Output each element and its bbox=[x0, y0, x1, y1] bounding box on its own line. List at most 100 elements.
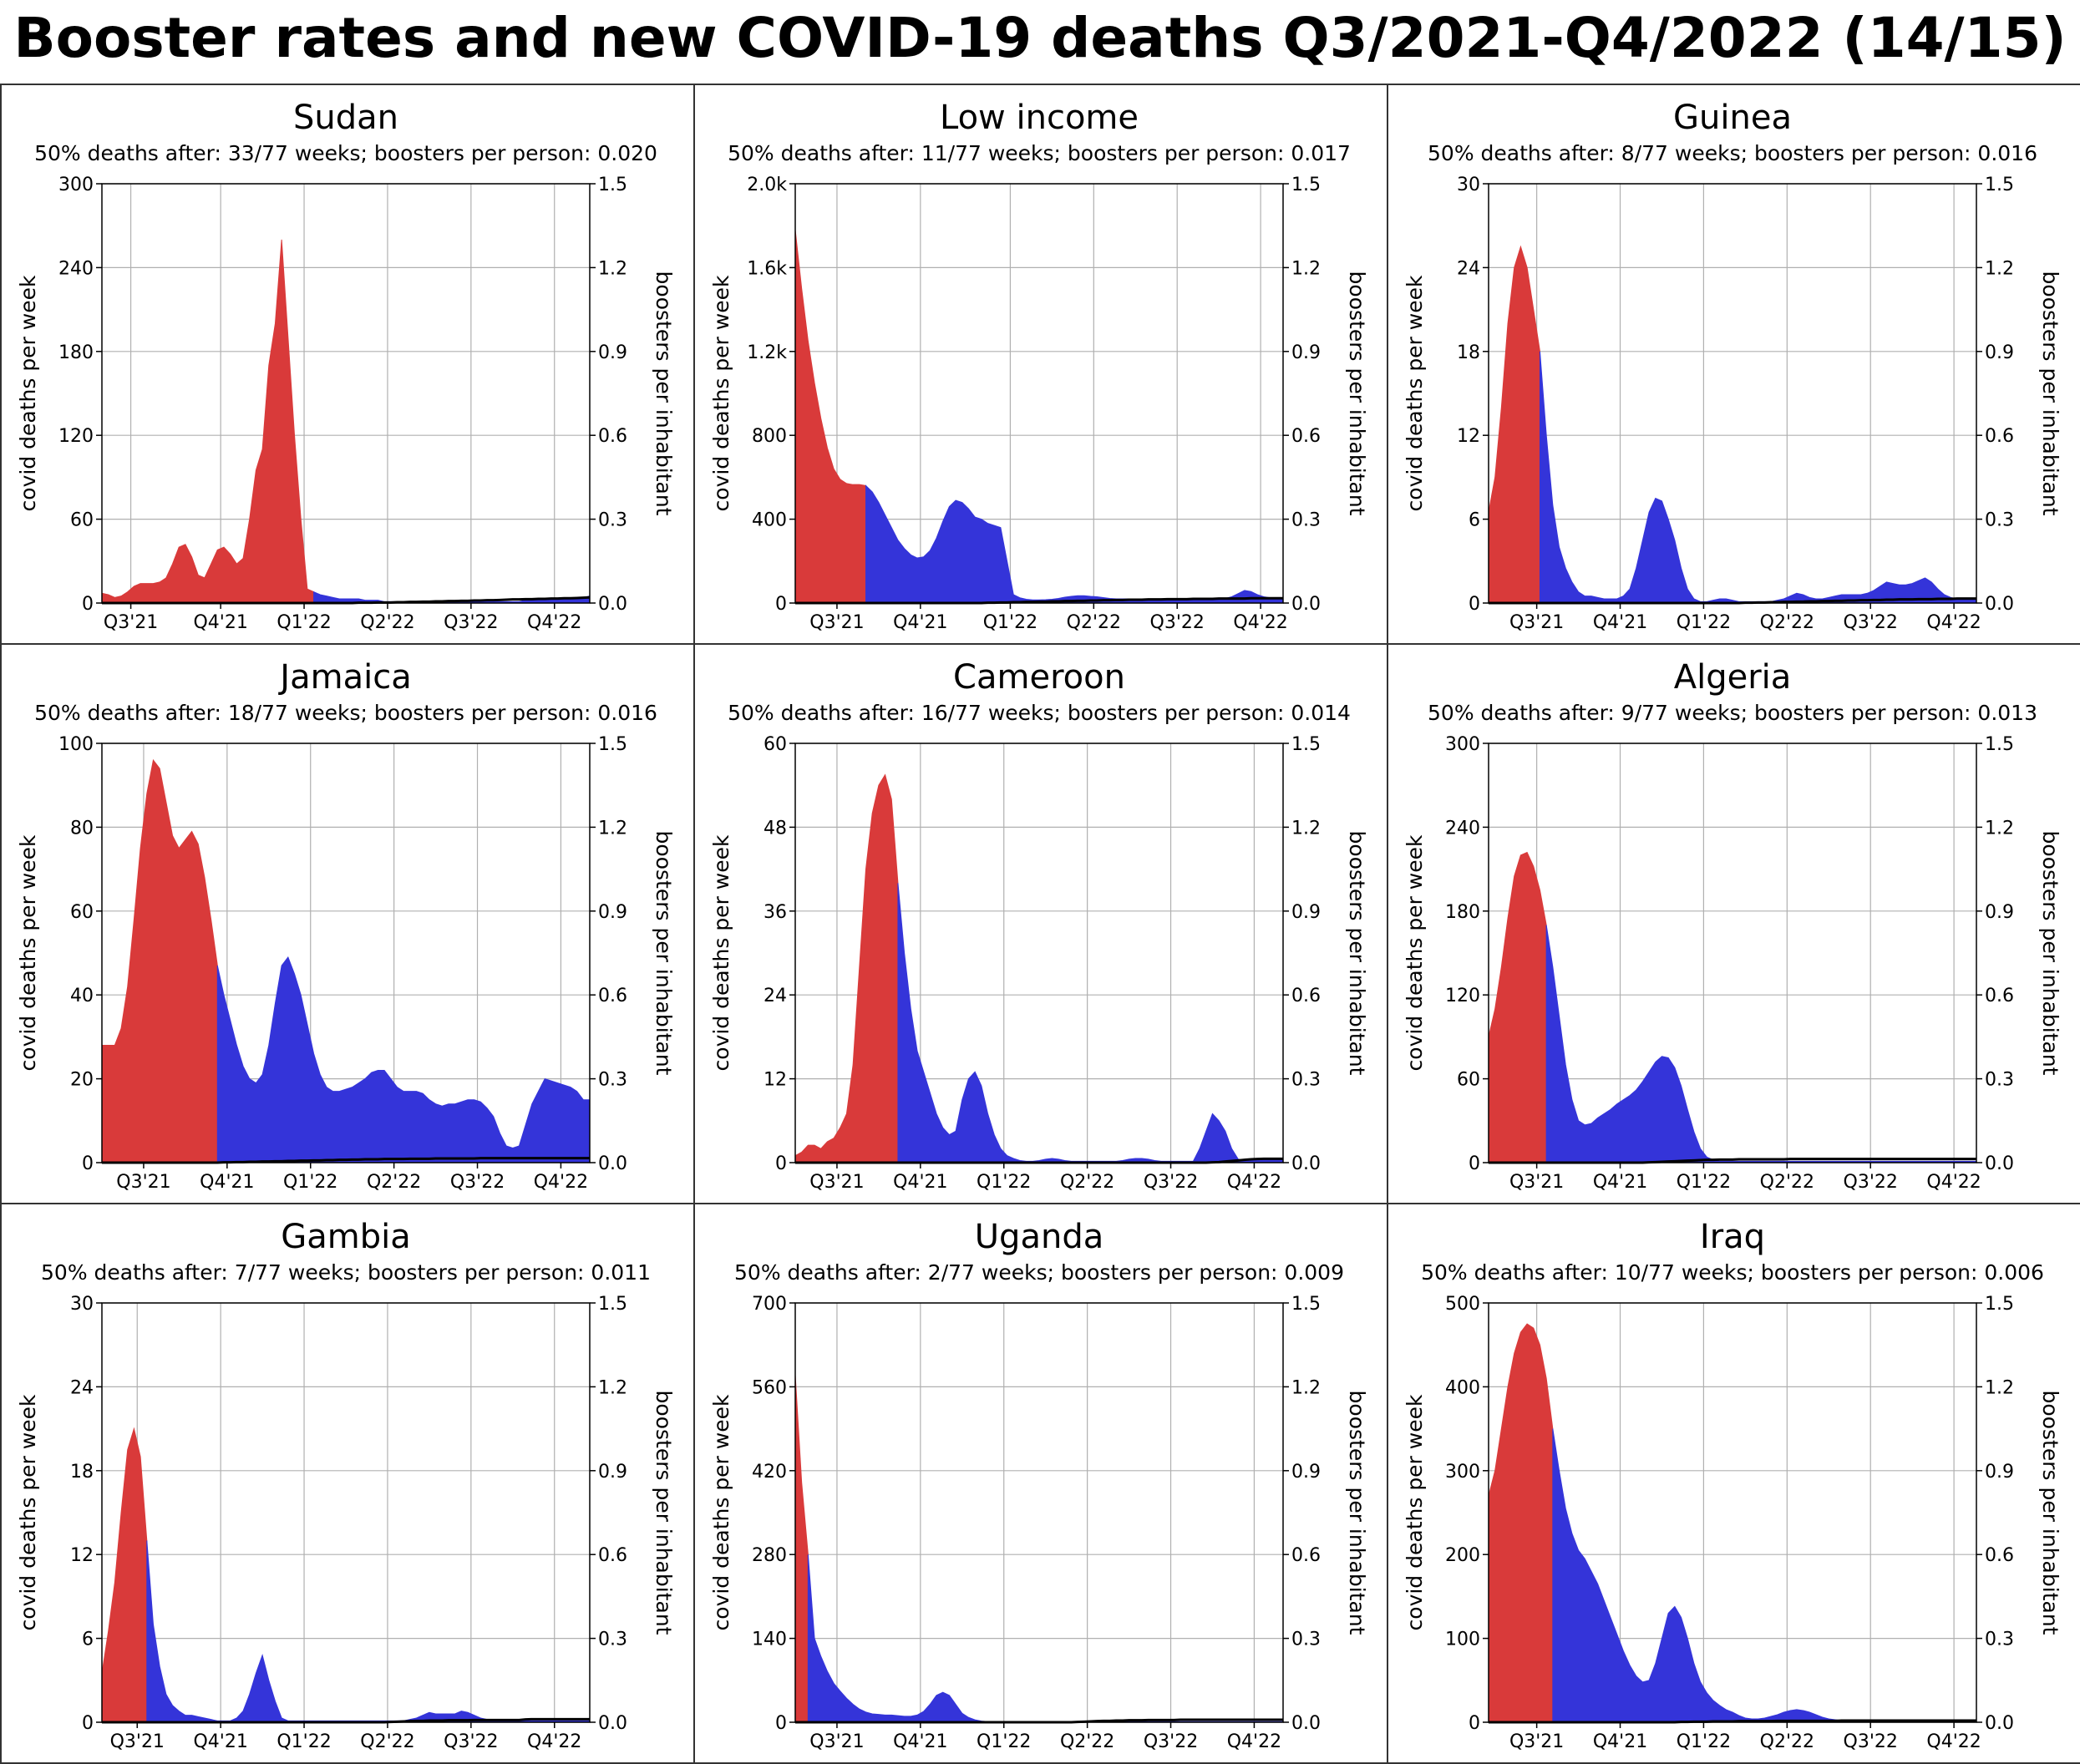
y-tick-label: 100 bbox=[58, 734, 94, 755]
x-tick-label: Q3'22 bbox=[1144, 1172, 1198, 1193]
y-tick-label: 100 bbox=[1445, 1630, 1480, 1650]
x-tick-label: Q4'21 bbox=[1593, 1731, 1647, 1752]
y-tick-label: 48 bbox=[764, 818, 787, 839]
plot-frame bbox=[1488, 1302, 1977, 1723]
y2-tick-label: 0.3 bbox=[1291, 1070, 1321, 1091]
deaths-area-before bbox=[101, 239, 315, 604]
x-tick-label: Q2'22 bbox=[1060, 1731, 1114, 1752]
y2-tick-label: 0.0 bbox=[1291, 1153, 1321, 1174]
chart-subtitle: 50% deaths after: 10/77 weeks; boosters … bbox=[1421, 1260, 2044, 1285]
y-tick-label: 400 bbox=[752, 510, 787, 531]
x-tick-label: Q3'21 bbox=[104, 612, 158, 633]
y2-tick-label: 0.6 bbox=[598, 426, 627, 447]
y2-tick-label: 0.9 bbox=[1985, 902, 2014, 923]
y-tick-label: 0 bbox=[775, 1713, 787, 1734]
y2-tick-label: 0.9 bbox=[1291, 902, 1321, 923]
x-tick-label: Q4'21 bbox=[200, 1172, 254, 1193]
deaths-area-before bbox=[794, 1375, 809, 1723]
chart-svg: Algeria 50% deaths after: 9/77 weeks; boo… bbox=[1403, 658, 2062, 1193]
y-tick-label: 400 bbox=[1445, 1377, 1480, 1398]
chart-subtitle: 50% deaths after: 16/77 weeks; boosters … bbox=[728, 701, 1351, 725]
plot-frame bbox=[794, 743, 1284, 1163]
y2-tick-label: 1.2 bbox=[1985, 258, 2014, 279]
plot-frame bbox=[1488, 183, 1977, 604]
y2-axis-label: boosters per inhabitant bbox=[1345, 831, 1369, 1076]
y-axis-label: covid deaths per week bbox=[1403, 275, 1427, 511]
y-tick-label: 18 bbox=[1457, 342, 1480, 363]
y-tick-label: 12 bbox=[70, 1545, 94, 1566]
chart-panel-low-income: Low income 50% deaths after: 11/77 weeks;… bbox=[693, 84, 1388, 645]
y2-tick-label: 1.5 bbox=[1291, 175, 1321, 195]
y2-tick-label: 1.2 bbox=[1985, 818, 2014, 839]
deaths-area-after bbox=[897, 883, 1284, 1163]
y2-tick-label: 0.9 bbox=[1291, 342, 1321, 363]
y-tick-label: 0 bbox=[82, 594, 94, 615]
chart-title: Low income bbox=[940, 99, 1139, 137]
y2-axis-label: boosters per inhabitant bbox=[652, 831, 676, 1076]
x-tick-label: Q3'21 bbox=[1509, 1731, 1564, 1752]
deaths-area-before bbox=[101, 1427, 148, 1723]
y2-axis-label: boosters per inhabitant bbox=[2038, 831, 2062, 1076]
chart-svg: Jamaica 50% deaths after: 18/77 weeks; bo… bbox=[16, 658, 676, 1193]
y2-tick-label: 1.5 bbox=[1985, 1294, 2014, 1315]
x-tick-label: Q3'21 bbox=[116, 1172, 170, 1193]
x-tick-label: Q3'22 bbox=[1844, 612, 1898, 633]
y2-tick-label: 0.3 bbox=[598, 1070, 627, 1091]
x-tick-label: Q4'21 bbox=[893, 1731, 947, 1752]
x-tick-label: Q1'22 bbox=[1677, 1731, 1731, 1752]
chart-panel-gambia: Gambia 50% deaths after: 7/77 weeks; boos… bbox=[0, 1203, 695, 1764]
x-tick-label: Q3'21 bbox=[809, 1731, 864, 1752]
y2-tick-label: 0.3 bbox=[1985, 510, 2014, 531]
deaths-area-before bbox=[1488, 1323, 1554, 1723]
deaths-area-after bbox=[1545, 925, 1977, 1163]
y-tick-label: 240 bbox=[1445, 818, 1480, 839]
x-tick-label: Q2'22 bbox=[360, 612, 414, 633]
y-tick-label: 6 bbox=[1469, 510, 1480, 531]
chart-panel-guinea: Guinea 50% deaths after: 8/77 weeks; boos… bbox=[1387, 84, 2080, 645]
chart-svg: Cameroon 50% deaths after: 16/77 weeks; b… bbox=[709, 658, 1369, 1193]
chart-svg: Guinea 50% deaths after: 8/77 weeks; boos… bbox=[1403, 99, 2062, 633]
x-tick-label: Q1'22 bbox=[283, 1172, 337, 1193]
y2-tick-label: 1.5 bbox=[598, 175, 627, 195]
y2-tick-label: 0.3 bbox=[1291, 510, 1321, 531]
chart-panel-jamaica: Jamaica 50% deaths after: 18/77 weeks; bo… bbox=[0, 643, 695, 1204]
y2-tick-label: 0.9 bbox=[1985, 1462, 2014, 1483]
y-tick-label: 120 bbox=[58, 426, 94, 447]
x-tick-label: Q3'22 bbox=[1144, 1731, 1198, 1752]
y-tick-label: 280 bbox=[752, 1545, 787, 1566]
chart-title: Jamaica bbox=[277, 658, 411, 697]
chart-subtitle: 50% deaths after: 7/77 weeks; boosters p… bbox=[41, 1260, 651, 1285]
y-tick-label: 60 bbox=[70, 902, 94, 923]
y2-tick-label: 0.6 bbox=[1291, 986, 1321, 1006]
y2-axis-label: boosters per inhabitant bbox=[2038, 1391, 2062, 1635]
y2-tick-label: 0.3 bbox=[598, 510, 627, 531]
plot-frame bbox=[1488, 743, 1977, 1163]
y-tick-label: 60 bbox=[70, 510, 94, 531]
chart-subtitle: 50% deaths after: 18/77 weeks; boosters … bbox=[34, 701, 657, 725]
y2-tick-label: 0.3 bbox=[1291, 1630, 1321, 1650]
chart-title: Guinea bbox=[1673, 99, 1792, 137]
y2-tick-label: 0.0 bbox=[1291, 1713, 1321, 1734]
y-tick-label: 180 bbox=[58, 342, 94, 363]
y-tick-label: 20 bbox=[70, 1070, 94, 1091]
y-tick-label: 80 bbox=[70, 818, 94, 839]
x-tick-label: Q4'22 bbox=[1227, 1172, 1281, 1193]
y2-tick-label: 0.0 bbox=[598, 1153, 627, 1174]
x-tick-label: Q3'22 bbox=[444, 1731, 498, 1752]
x-tick-label: Q1'22 bbox=[276, 1731, 331, 1752]
plot-frame bbox=[101, 743, 591, 1163]
x-tick-label: Q2'22 bbox=[1060, 1172, 1114, 1193]
y-tick-label: 2.0k bbox=[747, 175, 787, 195]
deaths-area-before bbox=[794, 230, 867, 604]
y2-tick-label: 0.0 bbox=[1985, 594, 2014, 615]
chart-title: Gambia bbox=[281, 1218, 411, 1256]
y2-tick-label: 0.6 bbox=[1985, 986, 2014, 1006]
x-tick-label: Q4'21 bbox=[893, 612, 947, 633]
x-tick-label: Q1'22 bbox=[977, 1731, 1031, 1752]
y2-tick-label: 0.9 bbox=[1291, 1462, 1321, 1483]
x-tick-label: Q4'22 bbox=[1227, 1731, 1281, 1752]
deaths-area-after bbox=[1539, 351, 1977, 604]
x-tick-label: Q4'21 bbox=[1593, 612, 1647, 633]
y-tick-label: 0 bbox=[1469, 594, 1480, 615]
y2-tick-label: 1.5 bbox=[1985, 175, 2014, 195]
